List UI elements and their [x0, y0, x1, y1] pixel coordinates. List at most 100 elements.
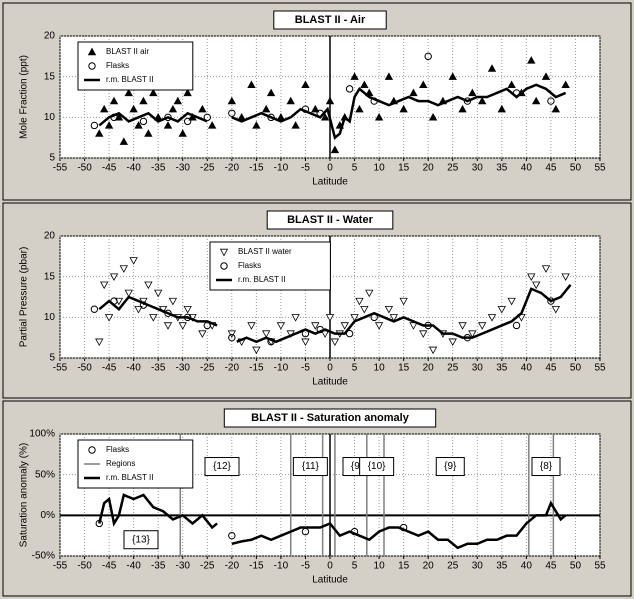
sample-point — [276, 322, 286, 330]
x-tick-label: 25 — [447, 363, 459, 374]
x-tick-label: 55 — [594, 163, 606, 174]
x-tick-label: 5 — [352, 163, 358, 174]
sample-point — [419, 80, 428, 88]
x-tick-label: -30 — [176, 163, 191, 174]
sample-point — [551, 306, 560, 314]
x-tick-label: -40 — [126, 163, 141, 174]
x-tick-label: -30 — [176, 363, 191, 374]
sample-point — [419, 330, 428, 338]
sample-point — [168, 297, 178, 306]
sample-point — [399, 297, 408, 306]
sample-point — [311, 104, 320, 113]
x-tick-label: 30 — [472, 163, 484, 174]
sample-point — [168, 104, 178, 113]
sample-point — [384, 72, 394, 80]
flask-point — [547, 97, 555, 105]
x-tick-label: 0 — [327, 363, 333, 374]
region-label-box — [435, 457, 465, 477]
sample-point — [286, 96, 295, 105]
y-axis-label: Saturation anomaly (%) — [19, 443, 30, 548]
x-tick-label: 15 — [398, 363, 410, 374]
sample-point — [428, 113, 438, 121]
flask-point — [88, 62, 96, 70]
x-tick-label: -5 — [301, 561, 310, 572]
sample-point — [340, 322, 349, 330]
x-tick-label: 50 — [570, 163, 582, 174]
y-tick-label: -50% — [32, 551, 55, 562]
sample-point — [355, 297, 364, 306]
x-tick-label: 30 — [472, 561, 484, 572]
x-tick-label: -20 — [225, 561, 240, 572]
legend-label: r.m. BLAST II — [106, 473, 153, 482]
sample-point — [541, 265, 551, 273]
running-mean-line — [98, 111, 208, 127]
sample-point — [527, 56, 536, 64]
sample-point — [478, 322, 487, 330]
title-box — [223, 408, 437, 428]
sample-point — [124, 88, 133, 97]
sample-point — [262, 330, 271, 338]
x-tick-label: -50 — [77, 363, 92, 374]
y-tick-label: 5 — [49, 153, 55, 164]
sample-point — [100, 281, 109, 290]
running-mean-line — [231, 500, 567, 550]
x-tick-label: 10 — [374, 363, 386, 374]
sample-point — [134, 306, 143, 314]
legend — [77, 41, 194, 91]
x-tick-label: -35 — [151, 363, 166, 374]
sample-point — [541, 72, 551, 80]
sample-point — [247, 80, 256, 88]
sample-point — [374, 113, 384, 121]
flask-point — [220, 262, 228, 270]
legend-label: Flasks — [106, 61, 129, 70]
running-mean-line — [98, 493, 218, 530]
legend-label: r.m. BLAST II — [106, 75, 153, 84]
sample-point — [551, 104, 560, 113]
x-axis-label: Latitude — [312, 575, 348, 586]
sample-point — [87, 47, 97, 56]
sample-point — [163, 121, 173, 129]
sample-point — [129, 104, 138, 113]
x-tick-label: 55 — [594, 561, 606, 572]
y-tick-label: 10 — [44, 112, 56, 123]
x-tick-label: 20 — [423, 561, 435, 572]
running-mean-line — [98, 295, 218, 327]
x-tick-label: -50 — [77, 561, 92, 572]
y-tick-label: 100% — [29, 429, 55, 440]
sample-point — [227, 96, 236, 105]
flask-point — [139, 117, 148, 126]
sample-point — [448, 338, 457, 347]
legend-label: r.m. BLAST II — [238, 275, 285, 284]
x-tick-label: -5 — [301, 163, 310, 174]
region-label-box — [204, 457, 240, 477]
sample-point — [360, 80, 369, 88]
sample-point — [109, 273, 119, 281]
sample-point — [478, 96, 487, 105]
x-tick-label: 50 — [570, 561, 582, 572]
region-label: {10} — [368, 461, 386, 472]
x-axis-label: Latitude — [312, 377, 348, 388]
legend-label: Regions — [106, 459, 135, 468]
sample-point — [399, 104, 408, 113]
region-label: {8} — [540, 461, 553, 472]
sample-point — [330, 338, 340, 347]
x-tick-label: 45 — [545, 363, 557, 374]
sample-point — [219, 248, 229, 257]
x-tick-label: -25 — [200, 163, 215, 174]
x-tick-label: 20 — [423, 363, 435, 374]
sample-point — [468, 88, 477, 97]
flask-point — [345, 85, 354, 93]
x-tick-label: 35 — [496, 363, 508, 374]
x-tick-label: -45 — [102, 363, 117, 374]
sample-point — [149, 314, 158, 322]
region-label: {9} — [351, 461, 364, 472]
x-tick-label: 45 — [545, 163, 557, 174]
sample-point — [350, 314, 359, 322]
sample-point — [487, 314, 497, 322]
sample-point — [104, 314, 114, 322]
x-tick-label: -10 — [274, 163, 289, 174]
sample-point — [119, 265, 128, 273]
x-tick-label: 40 — [521, 163, 533, 174]
sample-point — [561, 273, 570, 281]
